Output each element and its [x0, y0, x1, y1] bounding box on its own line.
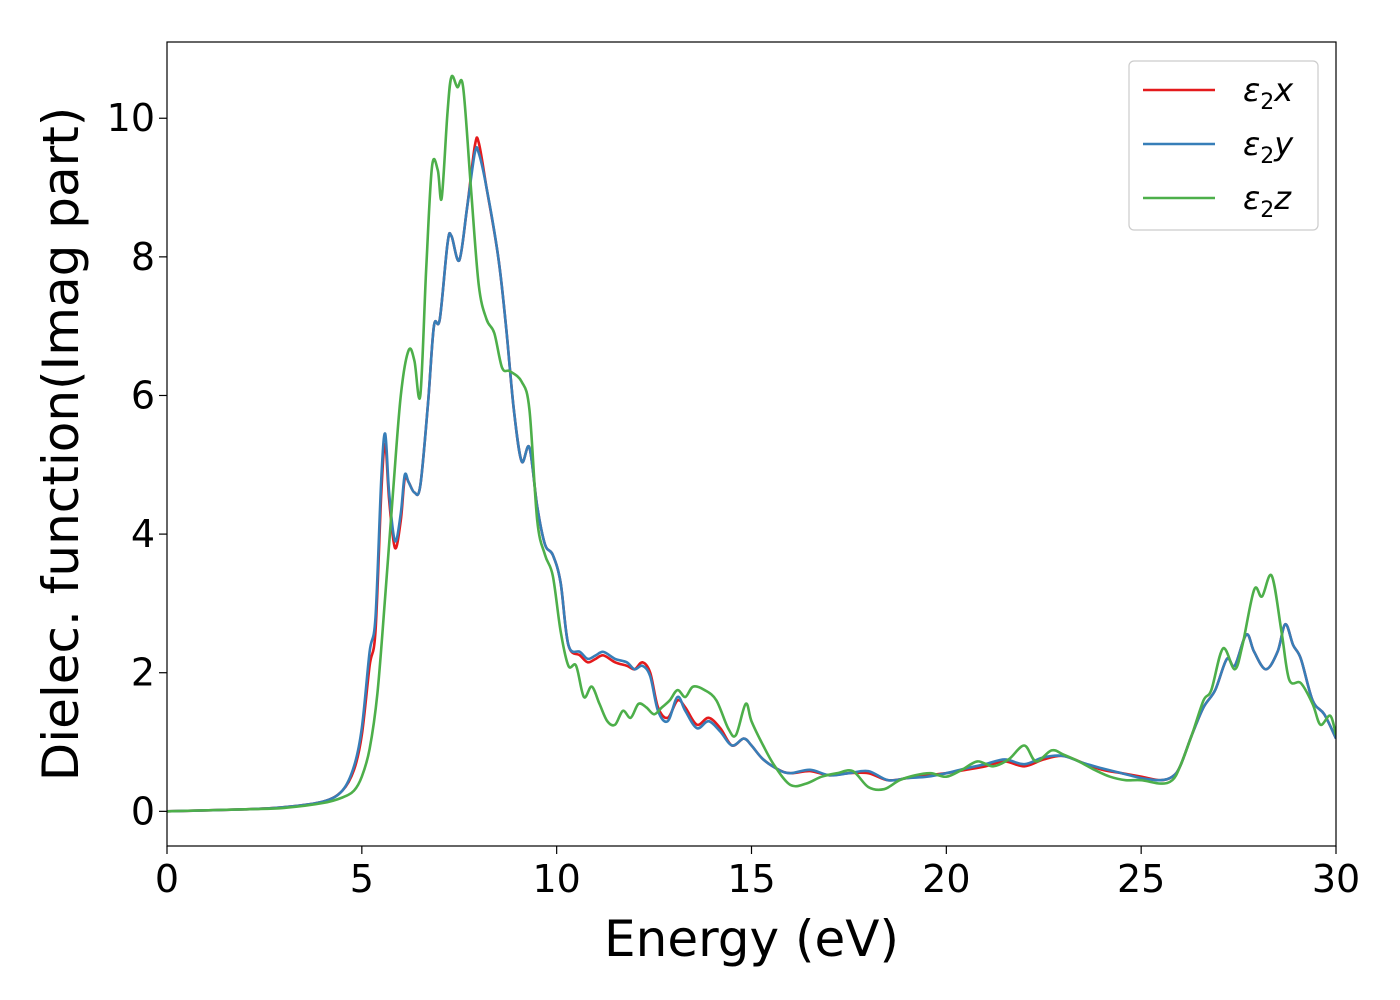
x-tick-label: 5 — [350, 857, 374, 901]
y-axis-label: Dielec. function(Imag part) — [32, 107, 90, 782]
ticks-layer: 0 5 10 15 20 25 30 0 2 4 6 8 10 — [107, 96, 1361, 901]
series-line-z — [167, 74, 1336, 813]
legend-box — [1128, 60, 1319, 231]
x-tick-label: 0 — [155, 857, 179, 901]
y-tick-label: 6 — [131, 373, 155, 417]
x-tick-label: 30 — [1312, 857, 1360, 901]
lines-layer — [167, 74, 1336, 813]
legend-label: ε2y — [1243, 125, 1294, 169]
series-line-x — [167, 136, 1336, 813]
series-line-y — [167, 145, 1336, 813]
y-tick-label: 0 — [131, 789, 155, 833]
y-tick-label: 8 — [131, 235, 155, 279]
legend-label: ε2x — [1243, 71, 1294, 115]
plot-area-frame — [166, 41, 1337, 847]
legend: ε2x ε2y ε2z — [1128, 60, 1319, 231]
x-tick-label: 25 — [1117, 857, 1165, 901]
legend-label: ε2z — [1243, 179, 1292, 223]
x-tick-label: 15 — [727, 857, 775, 901]
x-tick-label: 10 — [532, 857, 580, 901]
y-tick-label: 2 — [131, 651, 155, 695]
x-axis-label: Energy (eV) — [604, 910, 899, 968]
y-tick-label: 4 — [131, 512, 155, 556]
x-tick-label: 20 — [922, 857, 970, 901]
y-tick-label: 10 — [107, 96, 155, 140]
